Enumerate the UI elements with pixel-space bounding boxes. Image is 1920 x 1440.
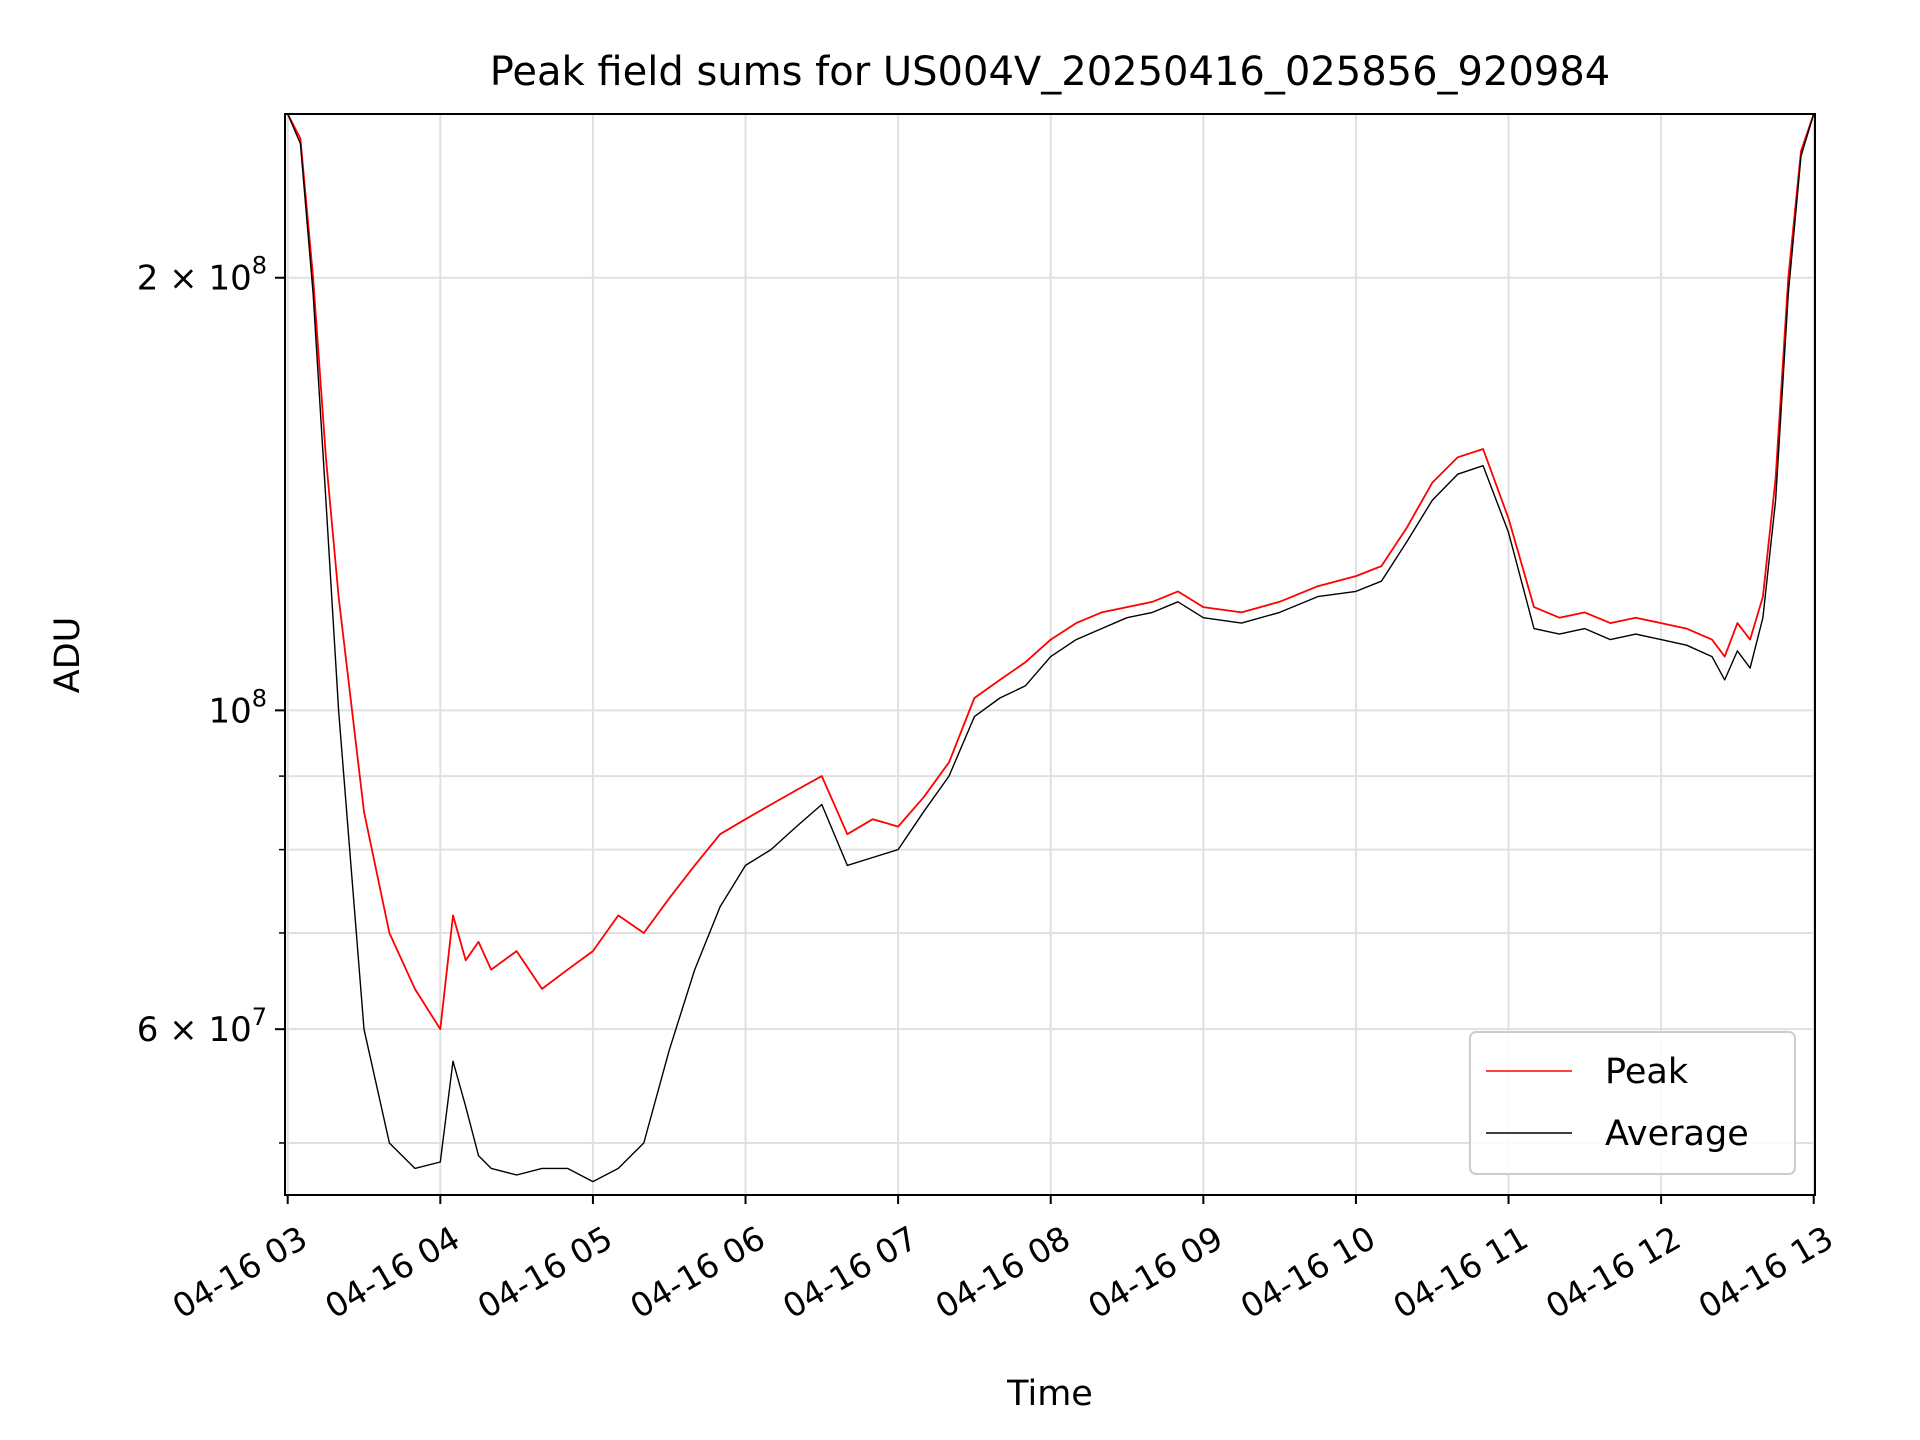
legend-label-peak: Peak	[1605, 1052, 1689, 1092]
legend: Peak Average	[1469, 1031, 1796, 1175]
y-axis: 6 × 107 108 2 × 108	[137, 252, 285, 1144]
series-line-peak	[286, 113, 1815, 1031]
y-tick-label: 6 × 107	[137, 1003, 267, 1050]
chart-title: Peak field sums for US004V_20250416_0258…	[490, 49, 1611, 95]
series-line-average	[287, 113, 1815, 1183]
x-axis-label: Time	[1006, 1374, 1093, 1414]
series-layer	[286, 113, 1815, 1183]
y-tick-label: 2 × 108	[137, 252, 267, 299]
legend-label-average: Average	[1605, 1114, 1749, 1154]
legend-box	[1469, 1031, 1796, 1175]
y-axis-label: ADU	[48, 617, 88, 694]
grid-layer	[285, 114, 1815, 1195]
y-tick-label: 108	[208, 684, 267, 731]
